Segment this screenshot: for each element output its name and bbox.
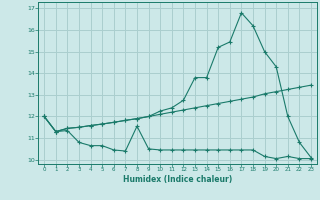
X-axis label: Humidex (Indice chaleur): Humidex (Indice chaleur) (123, 175, 232, 184)
